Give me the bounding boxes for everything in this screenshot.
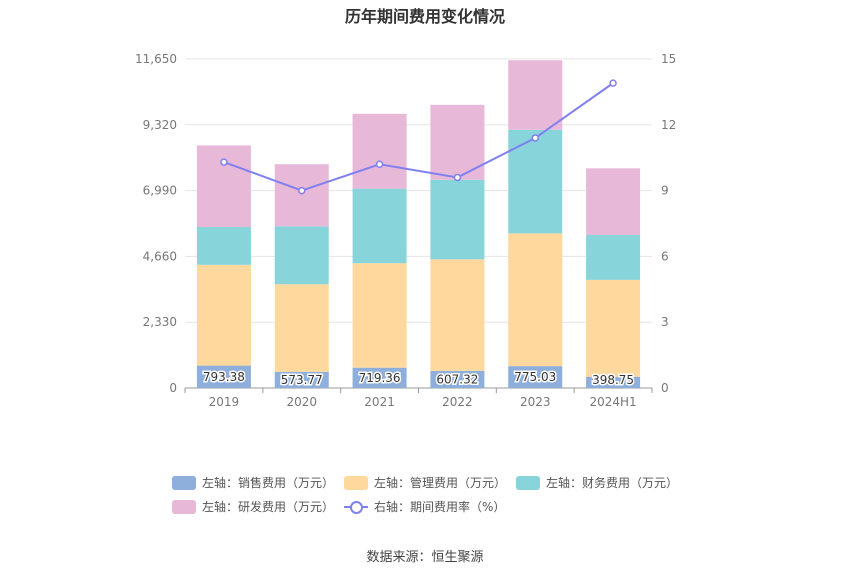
left-tick-label: 6,990 — [143, 184, 177, 198]
bar-segment-2 — [274, 226, 329, 285]
bar-value-label: 793.38 — [203, 370, 245, 384]
x-tick-label: 2023 — [520, 395, 551, 409]
right-tick-label: 0 — [661, 381, 669, 395]
rate-point — [531, 134, 539, 142]
legend-label-sales: 左轴：销售费用（万元） — [202, 476, 335, 490]
x-axis-ticks: 2019 2020 2021 2022 2023 2024H1 — [184, 388, 653, 409]
left-tick-label: 0 — [169, 381, 177, 395]
bar-segment-3 — [196, 145, 251, 228]
bar-segment-1 — [196, 264, 251, 366]
bar-segment-2 — [352, 188, 407, 264]
rate-line — [220, 79, 617, 195]
rate-point — [298, 186, 306, 195]
bar-segment-1 — [352, 263, 407, 368]
bar-segment-2 — [508, 129, 563, 234]
bar-segment-2 — [430, 179, 485, 260]
rate-point — [375, 160, 384, 169]
legend-swatch-rnd — [172, 499, 196, 514]
left-tick-label: 11,650 — [135, 52, 177, 66]
right-tick-label: 3 — [661, 315, 669, 329]
left-axis-ticks: 0 2,330 4,660 6,990 9,320 11,650 — [135, 52, 177, 395]
chart-title: 历年期间费用变化情况 — [344, 7, 505, 26]
x-tick-label: 2019 — [209, 395, 240, 409]
rate-point — [609, 79, 617, 87]
x-tick-label: 2020 — [286, 395, 317, 409]
legend-item-sales[interactable]: 左轴：销售费用（万元） — [172, 474, 334, 491]
bar-segment-0 — [430, 370, 485, 388]
right-tick-label: 15 — [661, 52, 676, 66]
bar-segment-2 — [196, 227, 251, 265]
right-axis-ticks: 0 3 6 9 12 15 — [661, 52, 676, 395]
bar-segment-1 — [508, 233, 563, 367]
bar-segment-0 — [274, 371, 329, 388]
legend-item-finance[interactable]: 左轴：财务费用（万元） — [516, 474, 678, 491]
x-tick-label: 2024H1 — [589, 395, 636, 409]
bar-value-label: 719.36 — [359, 371, 401, 385]
rate-line-path — [223, 82, 614, 192]
bar-value-label: 573.77 — [281, 373, 323, 387]
right-tick-label: 6 — [661, 249, 669, 263]
legend-label-admin: 左轴：管理费用（万元） — [374, 476, 507, 490]
legend-swatch-sales — [172, 475, 196, 490]
data-source: 数据来源：恒生聚源 — [366, 550, 484, 565]
right-tick-label: 12 — [661, 118, 676, 132]
rate-point — [220, 158, 228, 166]
right-tick-label: 9 — [661, 184, 669, 198]
legend-line-icon — [344, 500, 368, 514]
left-tick-label: 4,660 — [143, 249, 177, 263]
bar-segment-1 — [274, 284, 329, 372]
gridlines — [185, 58, 652, 389]
bar-value-label: 607.32 — [436, 372, 478, 386]
legend-item-rate[interactable]: 右轴：期间费用率（%） — [344, 498, 505, 515]
bar-segment-2 — [586, 234, 641, 280]
bar-segment-3 — [274, 164, 329, 227]
left-tick-label: 9,320 — [143, 118, 177, 132]
bar-segment-0 — [352, 367, 407, 388]
bar-segment-0 — [586, 376, 641, 388]
legend-item-admin[interactable]: 左轴：管理费用（万元） — [344, 474, 506, 491]
legend-label-rate: 右轴：期间费用率（%） — [374, 500, 506, 514]
bar-segment-1 — [586, 279, 641, 377]
bar-value-label: 775.03 — [514, 370, 556, 384]
rate-point — [453, 173, 462, 182]
legend-label-finance: 左轴：财务费用（万元） — [546, 476, 679, 490]
left-tick-label: 2,330 — [143, 315, 177, 329]
legend-swatch-admin — [344, 475, 368, 490]
legend-item-rnd[interactable]: 左轴：研发费用（万元） — [172, 498, 334, 515]
legend-label-rnd: 左轴：研发费用（万元） — [202, 500, 335, 514]
bar-segment-0 — [508, 366, 563, 388]
x-tick-label: 2022 — [442, 395, 473, 409]
bar-segment-3 — [508, 60, 563, 130]
x-tick-label: 2021 — [364, 395, 395, 409]
bar-labels: 793.38 573.77 719.36 607.32 775.03 398.75 — [201, 368, 635, 388]
bar-segment-3 — [586, 168, 641, 235]
bar-segment-1 — [430, 259, 485, 371]
bars — [196, 60, 641, 388]
bar-segment-3 — [352, 113, 407, 189]
bar-segment-0 — [196, 365, 251, 388]
bar-value-label: 398.75 — [592, 373, 634, 387]
legend-swatch-finance — [516, 475, 540, 490]
